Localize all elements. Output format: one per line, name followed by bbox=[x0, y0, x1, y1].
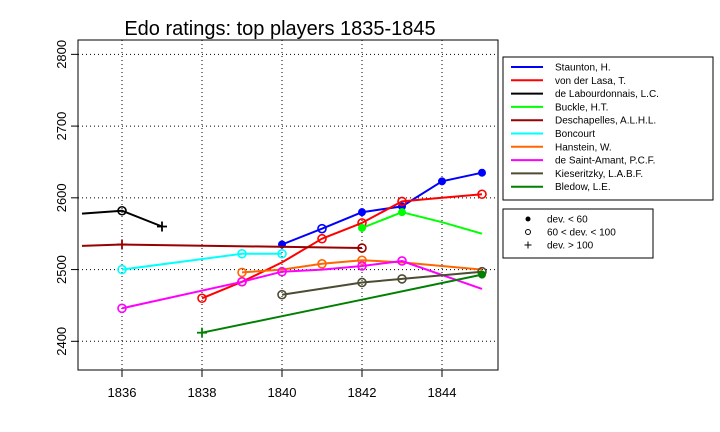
y-tick-label: 2600 bbox=[54, 183, 69, 212]
marker-legend-box bbox=[502, 208, 654, 259]
series-group bbox=[197, 270, 486, 338]
legend-label: von der Lasa, T. bbox=[555, 76, 626, 87]
data-point-open bbox=[357, 277, 367, 288]
data-point-plus bbox=[157, 221, 167, 232]
x-tick-label: 1840 bbox=[268, 385, 297, 400]
legend-label: Bledow, L.E. bbox=[555, 182, 611, 193]
data-point-plus bbox=[197, 327, 207, 338]
grid bbox=[78, 40, 498, 370]
chart-title: Edo ratings: top players 1835-1845 bbox=[124, 18, 435, 40]
y-tick-label: 2400 bbox=[54, 327, 69, 356]
data-point-open bbox=[317, 233, 327, 244]
open-circle-icon bbox=[525, 229, 531, 235]
x-tick-label: 1838 bbox=[188, 385, 217, 400]
series-line bbox=[201, 273, 483, 334]
marker-legend-label: dev. < 60 bbox=[547, 215, 588, 226]
legend-label: Hanstein, W. bbox=[555, 142, 612, 153]
data-point-open bbox=[197, 293, 207, 304]
series-group bbox=[278, 168, 486, 249]
x-tick-label: 1844 bbox=[428, 385, 457, 400]
data-point-open bbox=[357, 243, 367, 253]
legend-label: Boncourt bbox=[555, 129, 595, 140]
data-point-filled bbox=[358, 208, 366, 217]
data-point-filled bbox=[398, 208, 406, 217]
data-point-filled bbox=[478, 270, 486, 279]
y-tick-label: 2500 bbox=[54, 255, 69, 284]
data-point-filled bbox=[358, 223, 366, 232]
data-point-open bbox=[317, 223, 327, 234]
series-line bbox=[121, 260, 483, 310]
plot-frame bbox=[77, 39, 499, 371]
y-tick-label: 2700 bbox=[54, 112, 69, 141]
series-line bbox=[241, 259, 483, 274]
x-tick-label: 1842 bbox=[348, 385, 377, 400]
series-line bbox=[81, 209, 163, 228]
series-group bbox=[117, 256, 483, 314]
data-point-open bbox=[117, 205, 127, 216]
data-point-open bbox=[277, 248, 287, 259]
data-point-open bbox=[237, 248, 247, 259]
data-point-open bbox=[117, 264, 127, 275]
data-point-plus bbox=[117, 239, 127, 250]
series-group bbox=[117, 248, 287, 275]
data-point-open bbox=[477, 189, 487, 200]
data-point-open bbox=[357, 261, 367, 271]
series-line bbox=[281, 270, 483, 296]
series-line bbox=[361, 211, 483, 235]
data-point-open bbox=[397, 196, 407, 207]
plus-icon bbox=[524, 241, 532, 249]
series-legend: Staunton, H. von der Lasa, T. de Labourdon… bbox=[502, 56, 714, 201]
series-group bbox=[81, 205, 167, 232]
data-point-open bbox=[237, 276, 247, 287]
data-point-open bbox=[397, 274, 407, 284]
x-tick-label: 1836 bbox=[108, 385, 137, 400]
legend-label: Kieseritzky, L.A.B.F. bbox=[555, 169, 643, 180]
series-line bbox=[201, 193, 483, 300]
marker-legend: dev. < 60 60 < dev. < 100 dev. > 100 bbox=[502, 208, 654, 259]
series-group bbox=[358, 208, 483, 235]
marker-legend-label: dev. > 100 bbox=[547, 241, 594, 252]
series-line bbox=[121, 252, 282, 271]
filled-circle-icon bbox=[525, 216, 531, 222]
series-group bbox=[277, 266, 487, 300]
data-point-filled bbox=[478, 168, 486, 177]
series-group bbox=[81, 239, 367, 253]
data-point-open bbox=[357, 255, 367, 266]
data-point-open bbox=[117, 303, 127, 314]
data-point-open bbox=[237, 267, 247, 278]
series-line bbox=[281, 171, 483, 246]
series-group bbox=[237, 255, 483, 278]
legend-label: de Labourdonnais, L.C. bbox=[555, 89, 659, 100]
legend-label: de Saint-Amant, P.C.F. bbox=[555, 156, 655, 167]
data-point-open bbox=[317, 259, 327, 269]
data-point-open bbox=[397, 256, 407, 266]
axes: 1836 1838 1840 1842 1844 2400 2500 2600 2700 2800 bbox=[54, 40, 456, 400]
data-point-filled bbox=[438, 177, 446, 186]
legend-label: Deschapelles, A.L.H.L. bbox=[555, 116, 656, 127]
data-point-open bbox=[277, 289, 287, 300]
legend-label: Buckle, H.T. bbox=[555, 102, 608, 113]
y-tick-label: 2800 bbox=[54, 40, 69, 69]
series-layer bbox=[81, 168, 487, 338]
legend-label: Staunton, H. bbox=[555, 63, 611, 74]
data-point-open bbox=[277, 266, 287, 277]
marker-legend-label: 60 < dev. < 100 bbox=[547, 228, 616, 239]
